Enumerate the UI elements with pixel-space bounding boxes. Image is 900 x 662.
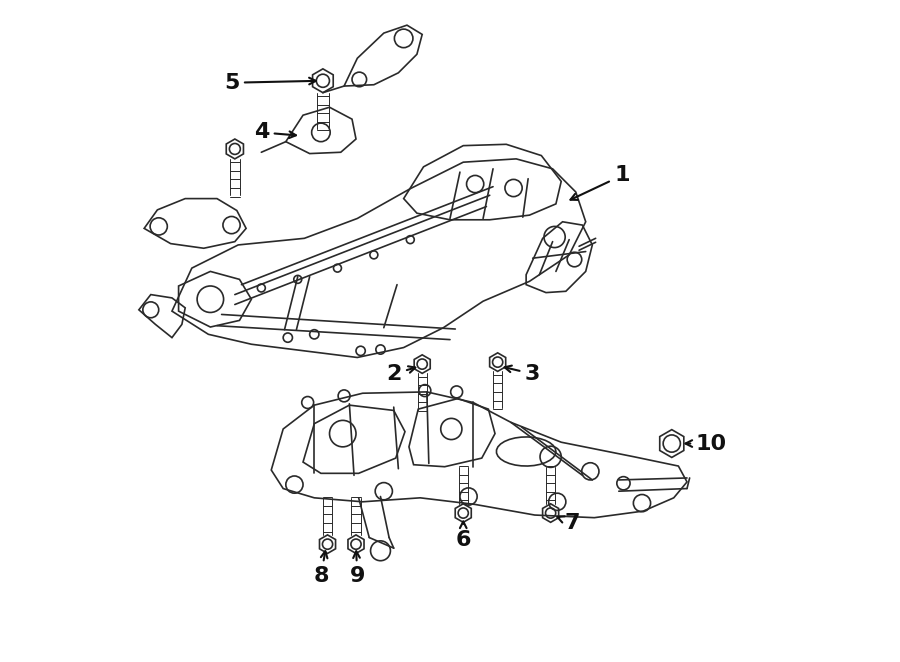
Text: 5: 5 [224,73,316,93]
Text: 7: 7 [557,513,580,533]
Text: 10: 10 [686,434,727,453]
Text: 6: 6 [455,522,471,549]
Text: 4: 4 [254,122,296,142]
Text: 1: 1 [571,166,630,200]
Text: 2: 2 [386,364,415,384]
Text: 3: 3 [505,364,540,384]
Text: 8: 8 [313,551,328,586]
Text: 9: 9 [349,551,365,586]
